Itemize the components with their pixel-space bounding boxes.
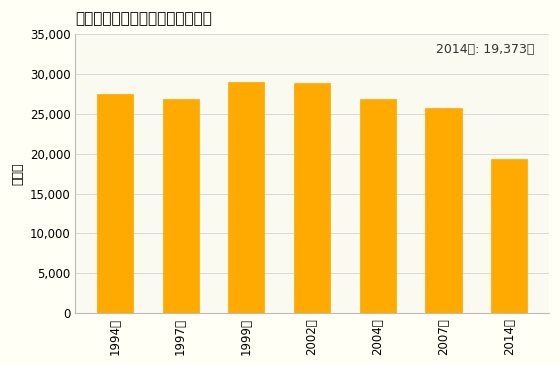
Text: その他の小売業の従業者数の推移: その他の小売業の従業者数の推移 [75, 11, 212, 26]
Y-axis label: ［人］: ［人］ [11, 163, 24, 185]
Bar [491, 159, 528, 313]
Bar [294, 83, 330, 313]
Bar [97, 94, 133, 313]
Bar [162, 99, 199, 313]
Text: 2014年: 19,373人: 2014年: 19,373人 [436, 42, 535, 56]
Bar [426, 108, 461, 313]
Bar [228, 82, 264, 313]
Bar [360, 99, 396, 313]
